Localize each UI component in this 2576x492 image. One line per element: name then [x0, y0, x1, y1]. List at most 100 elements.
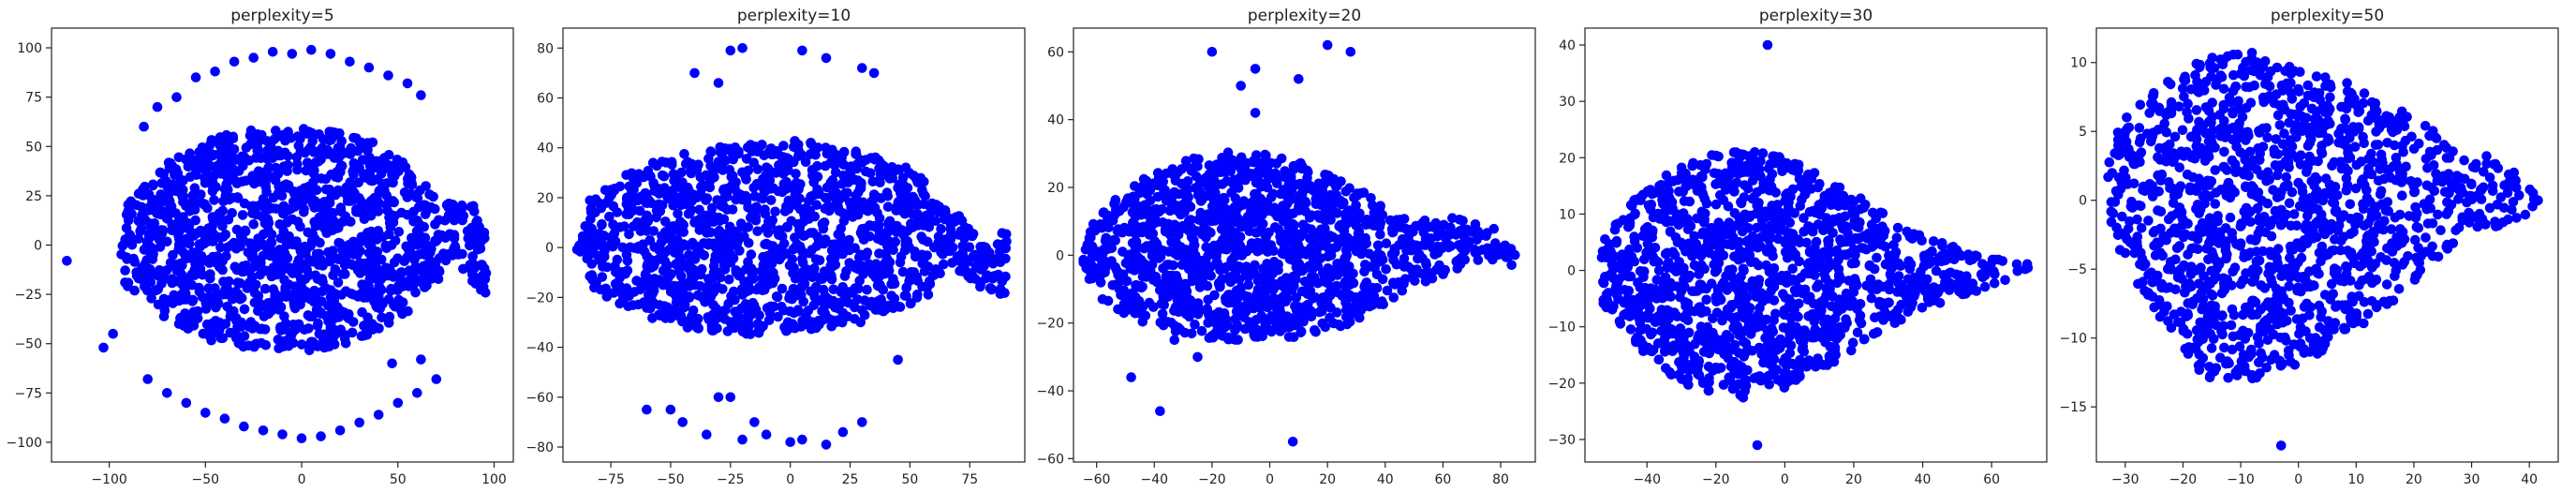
scatter-point: [239, 304, 250, 315]
scatter-point: [403, 178, 413, 189]
scatter-point: [610, 236, 621, 246]
scatter-point: [1295, 231, 1305, 242]
scatter-point: [345, 149, 356, 159]
scatter-point: [250, 134, 260, 145]
scatter-point: [1210, 318, 1221, 329]
scatter-point: [1302, 299, 1313, 310]
scatter-point: [148, 179, 158, 190]
y-tick-label: −75: [14, 386, 42, 401]
scatter-point: [466, 265, 477, 276]
scatter-point: [1278, 229, 1288, 240]
scatter-point: [678, 219, 688, 231]
scatter-point: [1308, 263, 1318, 275]
scatter-point: [737, 434, 748, 445]
scatter-point: [155, 242, 166, 252]
scatter-point: [1288, 193, 1298, 204]
scatter-point: [1341, 305, 1352, 316]
scatter-point: [1214, 201, 1225, 212]
scatter-point: [288, 337, 299, 349]
scatter-point: [609, 185, 620, 196]
scatter-point: [1360, 219, 1371, 231]
scatter-point: [378, 231, 388, 242]
scatter-point: [770, 206, 780, 217]
scatter-point: [465, 240, 475, 251]
scatter-point: [660, 157, 672, 168]
scatter-point: [666, 243, 677, 253]
scatter-point: [404, 169, 415, 180]
scatter-point: [190, 215, 200, 226]
scatter-point: [695, 266, 706, 276]
scatter-point: [1118, 246, 1128, 257]
scatter-point: [1138, 173, 1149, 185]
scatter-point: [761, 429, 772, 440]
scatter-point: [1359, 281, 1369, 292]
scatter-point: [1310, 252, 1321, 263]
scatter-point: [1195, 260, 1207, 271]
scatter-point: [140, 278, 151, 290]
scatter-point: [216, 157, 228, 169]
scatter-panel-perplexity-20: perplexity=20 −60 −40 −20 0 20 40 60 80−60−40−2…: [1036, 7, 1536, 487]
y-tick-label: −60: [1036, 452, 1064, 467]
scatter-point: [730, 226, 741, 237]
scatter-point: [1208, 240, 1220, 251]
scatter-point: [857, 63, 867, 73]
scatter-point: [290, 324, 301, 335]
scatter-point: [808, 190, 819, 201]
scatter-point: [1320, 276, 1330, 288]
scatter-point: [231, 333, 242, 344]
scatter-point: [347, 185, 358, 195]
scatter-point: [283, 127, 293, 137]
scatter-point: [387, 358, 397, 369]
scatter-point: [740, 286, 751, 297]
scatter-point: [1118, 269, 1129, 280]
scatter-point: [1100, 262, 1111, 274]
scatter-point: [431, 374, 442, 384]
scatter-point: [795, 203, 806, 215]
scatter-point: [1183, 295, 1194, 306]
scatter-point: [689, 216, 701, 227]
scatter-point: [296, 433, 307, 444]
scatter-point: [1438, 265, 1448, 276]
scatter-point: [665, 404, 676, 415]
scatter-point: [655, 186, 665, 197]
scatter-point: [882, 191, 893, 201]
scatter-point: [720, 305, 731, 316]
panel-title: perplexity=5: [230, 7, 333, 25]
scatter-point: [253, 291, 264, 302]
scatter-point: [819, 314, 829, 325]
scatter-point: [324, 198, 335, 208]
scatter-point: [741, 174, 751, 185]
scatter-point: [1258, 201, 1269, 212]
scatter-point: [683, 317, 693, 328]
scatter-point: [740, 222, 750, 233]
scatter-point: [1087, 241, 1098, 252]
scatter-point: [154, 234, 165, 245]
scatter-point: [217, 220, 228, 231]
scatter-point: [239, 421, 249, 432]
x-tick-label: 60: [1983, 472, 2000, 487]
scatter-point: [1391, 215, 1402, 225]
scatter-point: [687, 158, 697, 170]
scatter-point: [663, 193, 674, 204]
scatter-point: [808, 177, 819, 187]
scatter-point: [152, 284, 163, 295]
scatter-point: [258, 229, 269, 240]
scatter-point: [866, 196, 878, 206]
scatter-point: [829, 252, 840, 263]
scatter-point: [1124, 305, 1134, 315]
scatter-point: [600, 246, 610, 257]
scatter-point: [868, 67, 880, 79]
scatter-point: [1163, 260, 1175, 270]
scatter-point: [276, 232, 287, 244]
scatter-point: [272, 256, 283, 266]
scatter-point: [1327, 231, 1339, 243]
scatter-point: [1740, 180, 1750, 190]
scatter-point: [371, 322, 381, 333]
scatter-point: [917, 249, 927, 261]
scatter-point: [351, 204, 362, 215]
scatter-point: [1425, 233, 1436, 244]
scatter-point: [185, 148, 195, 158]
x-tick-label: −25: [717, 472, 745, 487]
scatter-point: [777, 283, 788, 294]
